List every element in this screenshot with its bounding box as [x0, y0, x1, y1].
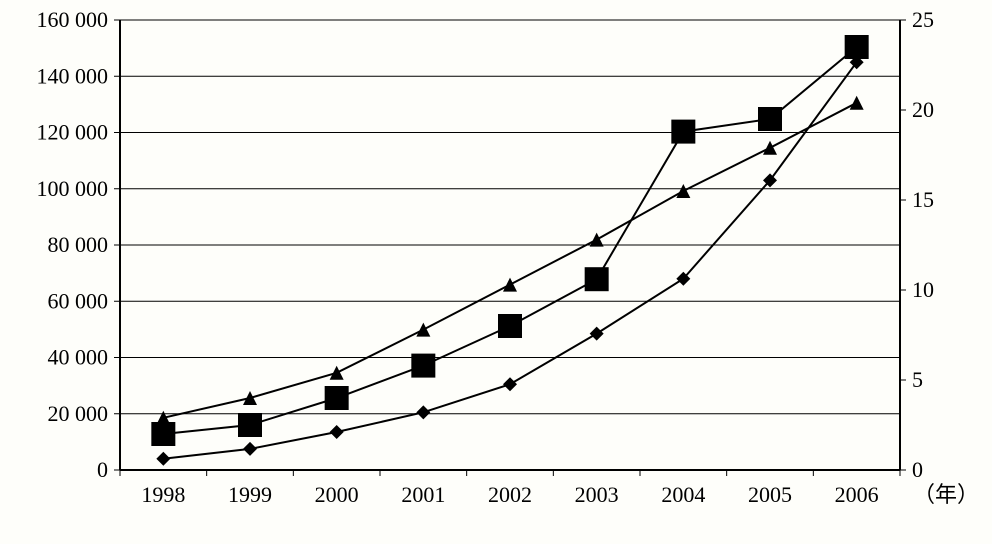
- svg-text:1999: 1999: [228, 482, 272, 507]
- svg-text:140 000: 140 000: [37, 63, 109, 88]
- svg-text:25: 25: [912, 7, 934, 32]
- svg-text:2006: 2006: [835, 482, 879, 507]
- svg-text:（年）: （年）: [913, 482, 979, 507]
- svg-text:80 000: 80 000: [48, 232, 109, 257]
- svg-text:5: 5: [912, 367, 923, 392]
- svg-text:60 000: 60 000: [48, 288, 109, 313]
- svg-text:160 000: 160 000: [37, 7, 109, 32]
- svg-text:2004: 2004: [661, 482, 705, 507]
- svg-text:100 000: 100 000: [37, 176, 109, 201]
- chart-svg: 0 20 000 40 000 60 000 80 000 100 000 120 000 1…: [0, 0, 992, 544]
- svg-text:20 000: 20 000: [48, 401, 109, 426]
- svg-text:2005: 2005: [748, 482, 792, 507]
- svg-text:0: 0: [97, 457, 108, 482]
- svg-text:20: 20: [912, 97, 934, 122]
- svg-text:2000: 2000: [315, 482, 359, 507]
- svg-text:10: 10: [912, 277, 934, 302]
- svg-text:2001: 2001: [401, 482, 445, 507]
- svg-text:15: 15: [912, 187, 934, 212]
- svg-text:40 000: 40 000: [48, 345, 109, 370]
- svg-text:2002: 2002: [488, 482, 532, 507]
- svg-text:2003: 2003: [575, 482, 619, 507]
- svg-text:0: 0: [912, 457, 923, 482]
- line-chart: 0 20 000 40 000 60 000 80 000 100 000 120 000 1…: [0, 0, 992, 544]
- svg-text:120 000: 120 000: [37, 120, 109, 145]
- svg-text:1998: 1998: [141, 482, 185, 507]
